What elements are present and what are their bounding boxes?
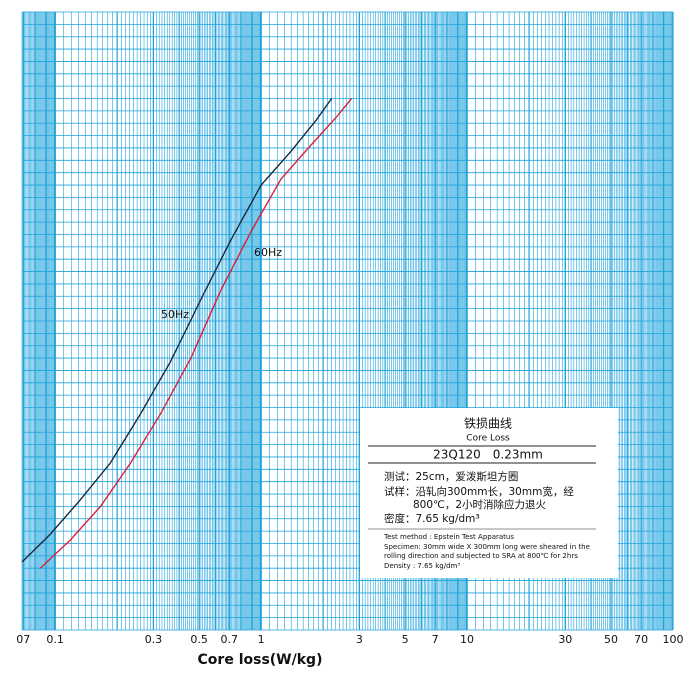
- x-tick-label: 10: [460, 633, 474, 646]
- box-line: Test method : Epstein Test Apparatus: [383, 533, 514, 541]
- x-tick-label: 07: [16, 633, 30, 646]
- box-line: 试样：沿轧向300mm长，30mm宽，经: [384, 485, 574, 498]
- x-tick-label: 0.5: [190, 633, 208, 646]
- box-line: Specimen: 30mm wide X 300mm long were sh…: [384, 543, 590, 551]
- x-tick-label: 5: [402, 633, 409, 646]
- curves: [21, 98, 353, 569]
- box-line: 800℃，2小时消除应力退火: [413, 498, 547, 511]
- x-tick-label: 1: [258, 633, 265, 646]
- x-tick-label: 30: [558, 633, 572, 646]
- grade: 23Q120 0.23mm: [433, 448, 543, 462]
- x-tick-label: 50: [604, 633, 618, 646]
- x-tick-label: 7: [432, 633, 439, 646]
- x-tick-label: 3: [356, 633, 363, 646]
- x-tick-label: 70: [634, 633, 648, 646]
- x-tick-label: 0.7: [220, 633, 238, 646]
- curve: [21, 98, 333, 563]
- x-tick-label: 0.3: [145, 633, 163, 646]
- box-line: Density : 7.65 kg/dm³: [384, 562, 460, 570]
- x-tick-label: 0.1: [46, 633, 64, 646]
- box-line: 测试：25cm，爱泼斯坦方圈: [384, 470, 518, 483]
- x-axis-label: Core loss(W/kg): [198, 652, 323, 668]
- x-tick-label: 100: [663, 633, 684, 646]
- series-label: 60Hz: [254, 246, 282, 259]
- box-title: 铁损曲线: [464, 417, 512, 431]
- box-line: rolling direction and subjected to SRA a…: [384, 552, 578, 560]
- box-line: 密度：7.65 kg/dm³: [384, 512, 480, 525]
- series-label: 50Hz: [161, 308, 189, 321]
- info-box: [360, 408, 618, 578]
- box-subtitle: Core Loss: [466, 434, 510, 444]
- curve: [39, 98, 353, 569]
